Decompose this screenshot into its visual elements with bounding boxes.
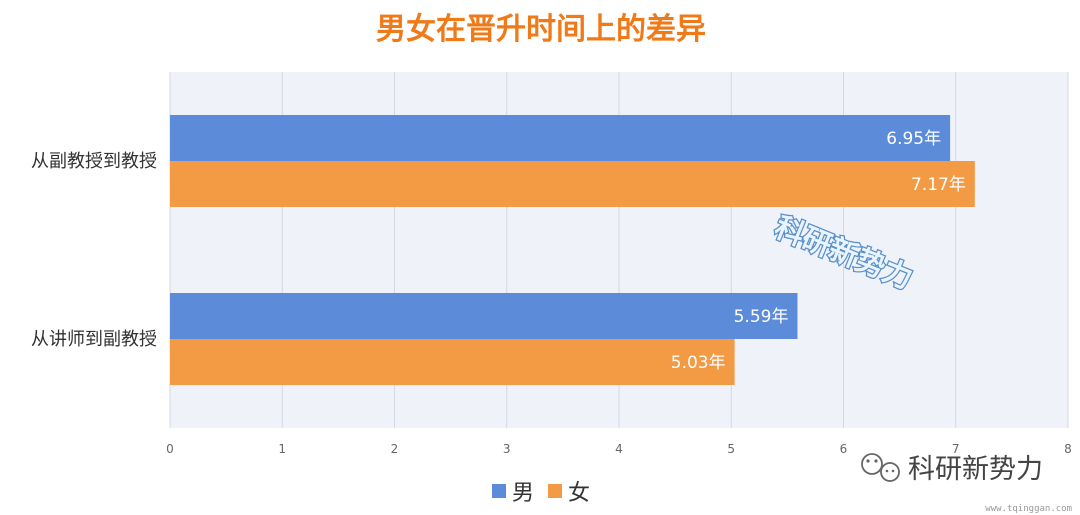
x-tick-label: 6	[840, 442, 848, 456]
x-tick-label: 8	[1064, 442, 1072, 456]
category-label: 从讲师到副教授	[31, 329, 157, 350]
chart-title: 男女在晋升时间上的差异	[376, 12, 706, 47]
wechat-icon	[861, 453, 900, 482]
bar-male	[170, 293, 798, 339]
category-label: 从副教授到教授	[31, 151, 157, 172]
legend-swatch	[492, 484, 506, 498]
legend-label: 男	[512, 481, 534, 506]
data-labels: 6.95年 7.17年 5.59年 5.03年	[671, 129, 966, 373]
x-tick-label: 4	[615, 442, 623, 456]
data-label: 6.95年	[886, 129, 941, 149]
x-tick-label: 2	[391, 442, 399, 456]
x-tick-label: 1	[278, 442, 286, 456]
x-axis-ticks: 0 1 2 3 4 5 6 7 8	[166, 442, 1072, 456]
legend: 男女	[492, 481, 590, 506]
wechat-account-name: 科研新势力	[908, 454, 1043, 485]
x-tick-label: 3	[503, 442, 511, 456]
bar-male	[170, 115, 951, 161]
bar-female	[170, 161, 975, 207]
bars	[170, 115, 975, 385]
x-tick-label: 7	[952, 442, 960, 456]
legend-label: 女	[568, 481, 590, 506]
data-label: 7.17年	[911, 175, 966, 195]
legend-swatch	[548, 484, 562, 498]
bar-female	[170, 339, 735, 385]
source-url: www.tqinggan.com	[985, 504, 1072, 514]
x-tick-label: 0	[166, 442, 174, 456]
x-tick-label: 5	[727, 442, 735, 456]
data-label: 5.59年	[734, 307, 789, 327]
data-label: 5.03年	[671, 353, 726, 373]
